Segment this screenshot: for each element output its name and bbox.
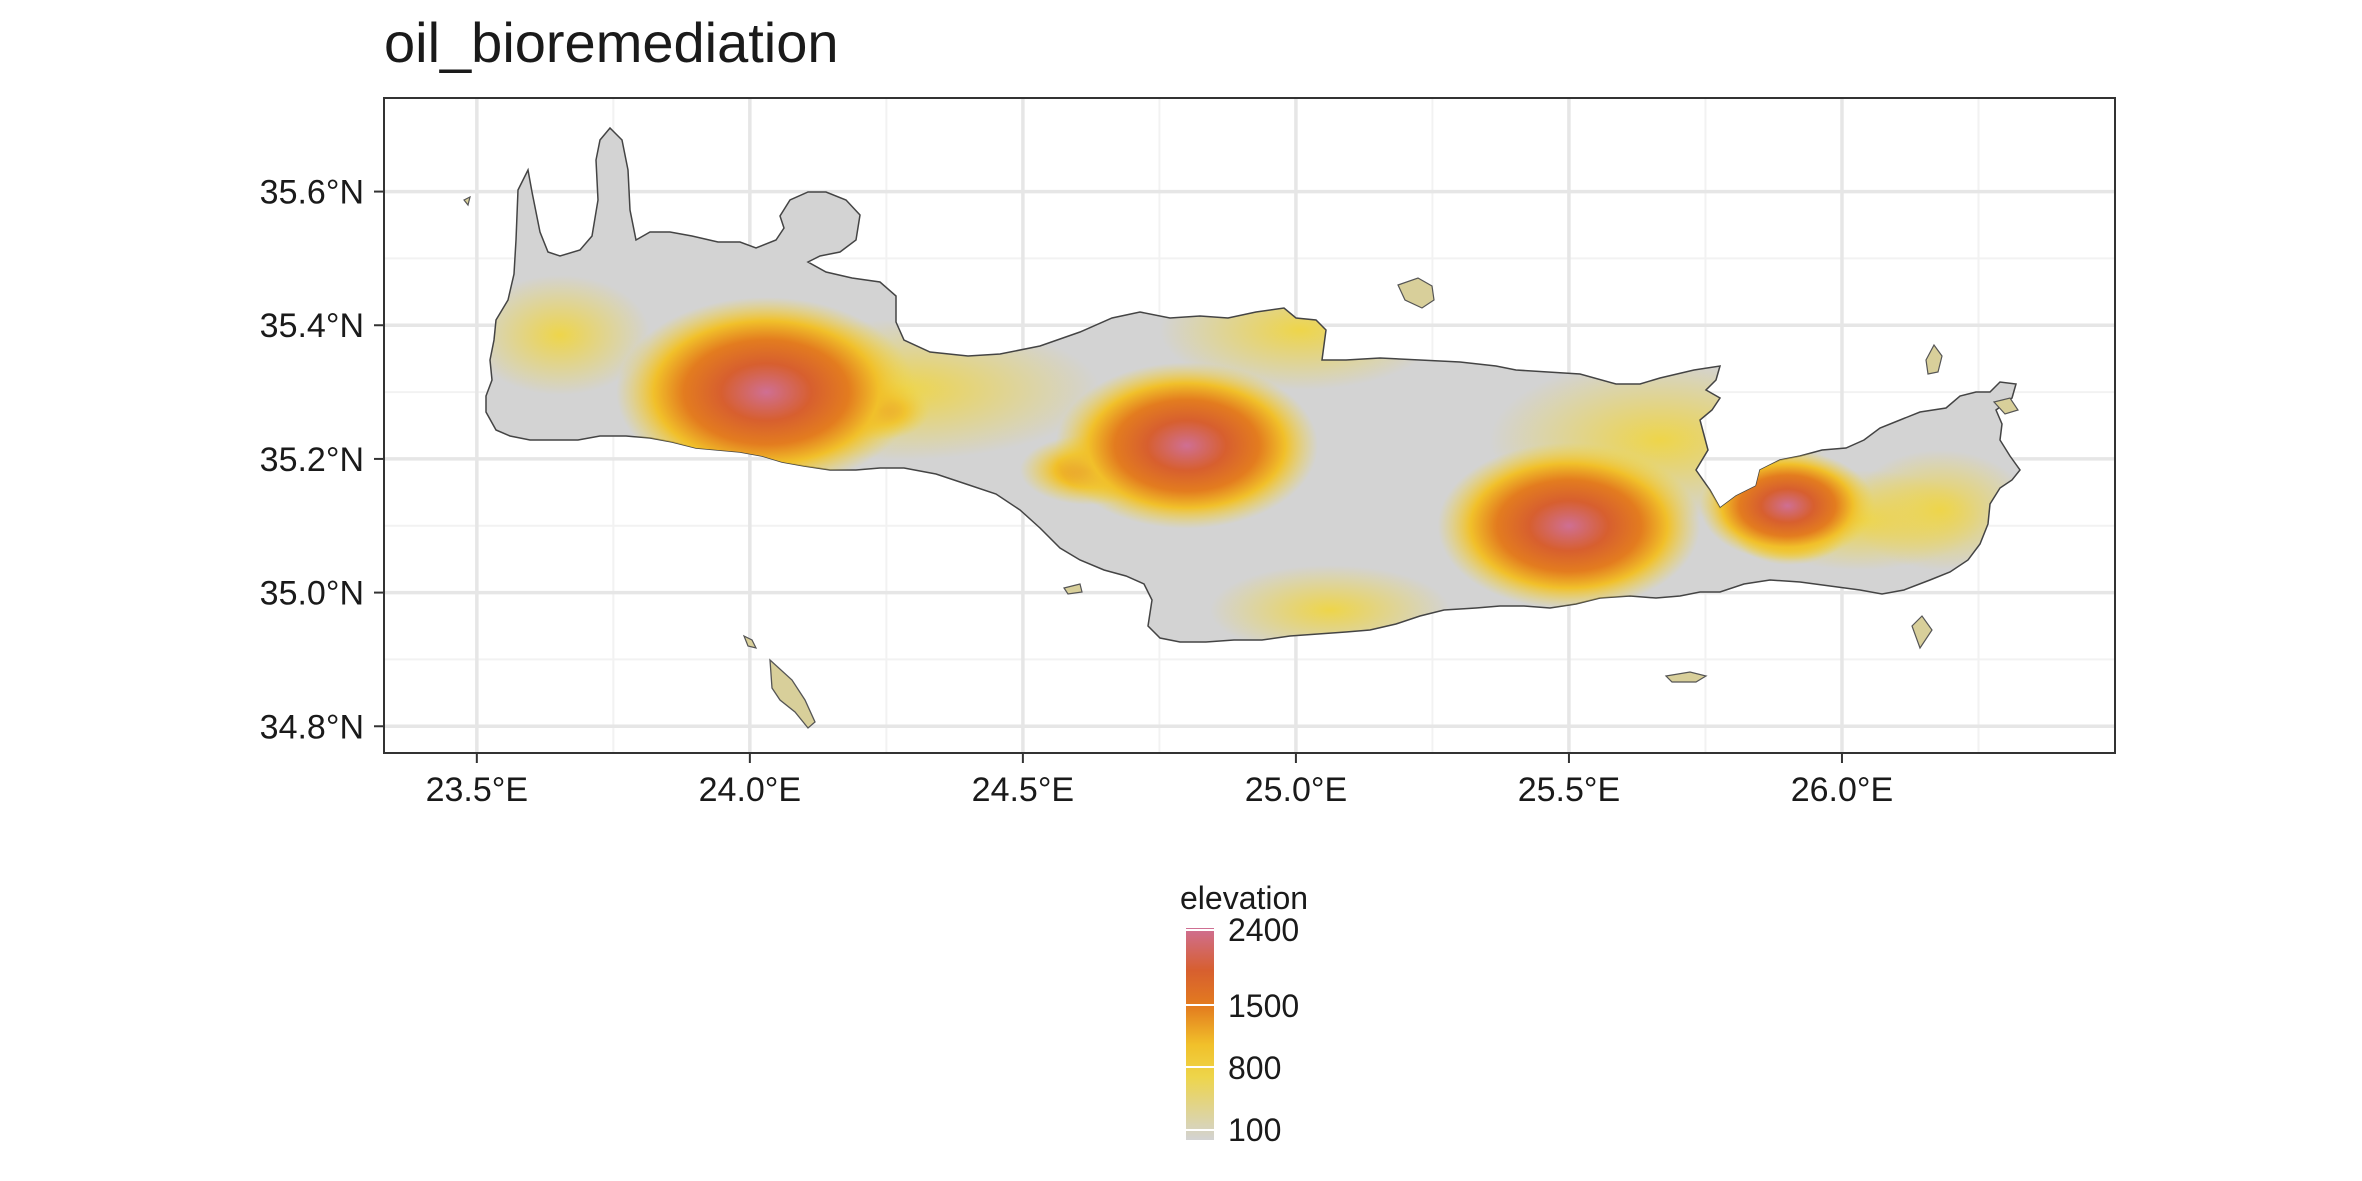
legend-colorbar [1186,928,1214,1140]
legend-label-1500: 1500 [1228,988,1300,1024]
islet [1063,583,1083,595]
islet [1992,397,2019,415]
elevation-band [486,275,650,395]
elevation-peaks [616,297,1875,609]
legend-tick [1186,1004,1214,1006]
elevation-legend: elevation 2400 1500 800 100 [1180,870,1420,1170]
legend-label-100: 100 [1228,1112,1282,1148]
x-tick-label: 26.0°E [1791,771,1893,809]
crete-island [463,126,2021,729]
x-tick-label: 23.5°E [426,771,528,809]
elevation-peak [616,297,917,488]
islet-dionysades [1925,343,1943,375]
elevation-peak [1055,362,1318,529]
islets [463,195,2019,729]
x-tick-label: 24.5°E [972,771,1074,809]
legend-tick [1186,1066,1214,1068]
islet-koufonisi [1911,615,1933,650]
legend-title: elevation [1180,880,1309,916]
elevation-peak [1437,442,1701,609]
y-tick-label: 35.4°N [260,307,364,345]
peak-shading [616,297,1875,609]
x-tick-label: 24.0°E [699,771,801,809]
islet-gavdos [769,658,816,729]
islet [463,195,471,207]
x-axis: 23.5°E 24.0°E 24.5°E 25.0°E 25.5°E 26.0°E [426,771,1894,809]
legend-label-800: 800 [1228,1050,1282,1086]
y-tick-label: 34.8°N [260,708,364,746]
axis-ticks [374,190,1843,763]
x-tick-label: 25.5°E [1518,771,1620,809]
y-axis: 35.6°N 35.4°N 35.2°N 35.0°N 34.8°N [260,174,364,747]
islet-dia [1397,277,1435,309]
crete-coastline [485,126,2021,643]
legend-label-2400: 2400 [1228,912,1300,948]
y-tick-label: 35.6°N [260,174,364,212]
y-tick-label: 35.0°N [260,575,364,613]
panel [383,97,2116,754]
map-title: oil_bioremediation [384,11,839,74]
y-tick-label: 35.2°N [260,441,364,479]
x-tick-label: 25.0°E [1245,771,1347,809]
panel-border [383,97,2116,754]
legend-tick [1186,1129,1214,1131]
legend-tick [1186,929,1214,931]
islet [742,634,758,649]
islet-chrysi [1664,671,1708,683]
